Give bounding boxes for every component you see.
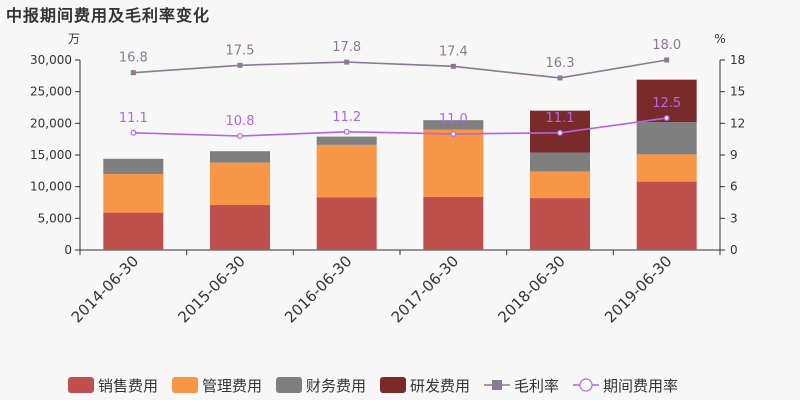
bar-segment — [210, 162, 270, 206]
legend-marker — [492, 380, 502, 390]
bar-segment — [423, 129, 484, 197]
line-point — [237, 62, 243, 68]
bar-segment — [103, 158, 164, 174]
data-label: 11.1 — [119, 111, 148, 126]
legend-swatch — [380, 377, 406, 393]
line-point — [130, 70, 136, 76]
x-tick-label: 2019-06-30 — [601, 252, 675, 326]
x-tick-label: 2018-06-30 — [494, 252, 568, 326]
left-tick-label: 25,000 — [30, 85, 72, 99]
bars-layer — [103, 79, 697, 250]
legend-label: 期间费用率 — [603, 377, 678, 395]
legend-marker — [579, 378, 593, 392]
bar-segment — [530, 198, 590, 250]
right-tick-label: 18 — [730, 53, 745, 67]
data-label: 17.5 — [226, 43, 255, 58]
line-point — [557, 75, 563, 81]
right-tick-label: 9 — [730, 148, 738, 162]
data-label: 11.0 — [439, 112, 468, 127]
data-label: 12.5 — [652, 96, 681, 111]
line-series-path — [133, 59, 667, 79]
line-series-path — [133, 117, 667, 137]
x-tick-label: 2014-06-30 — [68, 252, 142, 326]
bar-segment — [636, 79, 697, 123]
line-point — [343, 128, 350, 135]
left-tick-label: 10,000 — [30, 180, 72, 194]
right-tick-label: 12 — [730, 116, 745, 130]
bar-segment — [636, 154, 697, 182]
right-tick-label: 3 — [730, 211, 738, 225]
bar-segment — [103, 212, 164, 250]
bar-segment — [423, 196, 484, 250]
line-point — [344, 59, 350, 65]
left-tick-label: 30,000 — [30, 53, 72, 67]
bar-segment — [210, 205, 270, 250]
bar-segment — [636, 181, 697, 250]
data-label: 18.0 — [652, 38, 681, 53]
legend-swatch — [172, 377, 198, 393]
bar-segment — [423, 120, 484, 130]
left-tick-label: 20,000 — [30, 116, 72, 130]
legend-label: 毛利率 — [514, 377, 559, 395]
right-tick-label: 15 — [730, 85, 745, 99]
legend-swatch — [276, 377, 302, 393]
bar-segment — [316, 144, 377, 198]
line-point — [237, 133, 243, 139]
left-tick-label: 5,000 — [38, 211, 72, 225]
bar-segment — [636, 122, 697, 155]
data-label: 11.1 — [546, 111, 575, 126]
right-axis-unit: % — [714, 32, 725, 46]
line-point — [663, 115, 670, 121]
x-tick-label: 2016-06-30 — [281, 252, 355, 326]
data-label: 16.8 — [119, 51, 148, 66]
legend-label: 研发费用 — [410, 377, 470, 395]
bar-segment — [530, 171, 590, 199]
bar-segment — [530, 152, 590, 172]
x-tick-label: 2015-06-30 — [174, 252, 248, 326]
bar-segment — [210, 151, 270, 163]
left-axis-unit: 万 — [68, 32, 80, 46]
data-label: 10.8 — [226, 114, 255, 129]
data-label: 17.4 — [439, 44, 468, 59]
legend-layer: 销售费用 管理费用 财务费用 研发费用 毛利率 期间费用率 — [68, 377, 678, 395]
x-tick-label: 2017-06-30 — [388, 252, 462, 326]
bar-segment — [316, 197, 377, 250]
line-point — [664, 57, 670, 63]
data-label: 11.2 — [332, 110, 361, 125]
legend-label: 管理费用 — [202, 377, 262, 395]
bar-segment — [103, 174, 164, 213]
left-tick-label: 15,000 — [30, 148, 72, 162]
right-tick-label: 6 — [730, 180, 738, 194]
left-tick-label: 0 — [64, 243, 72, 257]
line-point — [130, 129, 137, 136]
lines-layer — [130, 57, 670, 139]
line-point — [557, 129, 563, 136]
data-label: 16.3 — [546, 56, 575, 71]
legend-label: 财务费用 — [306, 377, 366, 395]
line-point — [450, 63, 456, 69]
right-tick-label: 0 — [730, 243, 738, 257]
chart-title: 中报期间费用及毛利率变化 — [6, 6, 211, 25]
bar-segment — [316, 136, 377, 145]
data-label: 17.8 — [332, 40, 361, 55]
legend-swatch — [68, 377, 94, 393]
labels-layer: 16.8 17.5 17.8 17.4 16.3 18.0 11.1 10.8 11.2 11.0… — [119, 38, 681, 129]
line-point — [450, 130, 457, 137]
legend-label: 销售费用 — [98, 377, 158, 395]
